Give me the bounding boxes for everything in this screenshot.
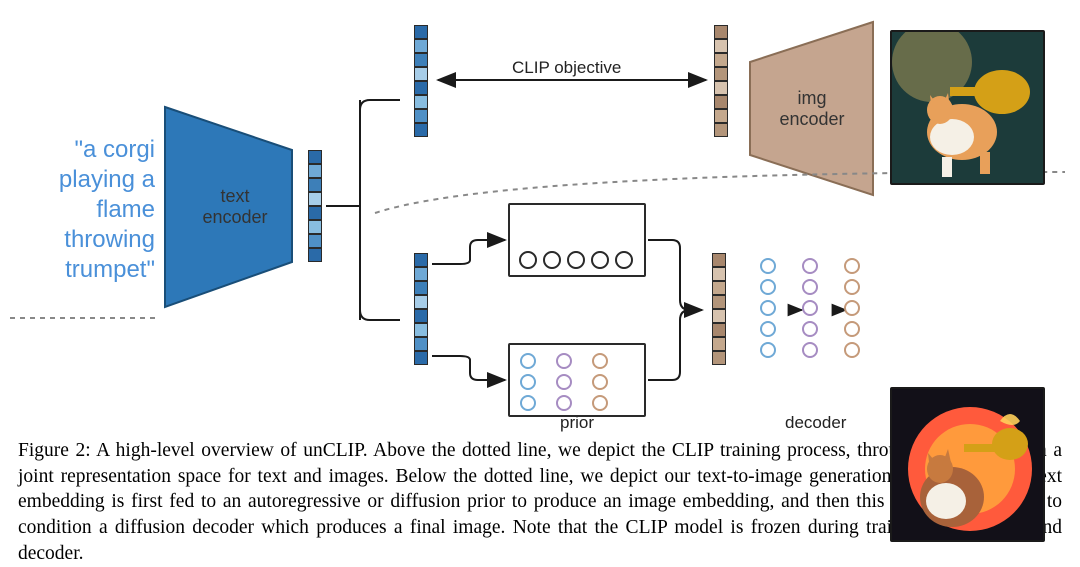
prior-autoregressive-box [508, 203, 646, 277]
text-embedding-vector [308, 150, 322, 262]
clip-objective-label: CLIP objective [512, 58, 621, 78]
img-encoder-label: img encoder [772, 88, 852, 129]
prior-diffusion-box [508, 343, 646, 417]
output-image-bottom [890, 387, 1045, 542]
input-prompt-text: "a corgi playing a flame throwing trumpe… [20, 135, 155, 285]
decoder-diffusion-grid [760, 258, 860, 358]
text-embedding-bottom [414, 253, 428, 365]
text-encoder-label: text encoder [200, 186, 270, 227]
image-embedding-top [714, 25, 728, 137]
image-embedding-bottom [712, 253, 726, 365]
output-image-top [890, 30, 1045, 185]
decoder-label: decoder [785, 413, 846, 433]
text-embedding-top [414, 25, 428, 137]
figure-diagram: "a corgi playing a flame throwing trumpe… [0, 0, 1080, 430]
